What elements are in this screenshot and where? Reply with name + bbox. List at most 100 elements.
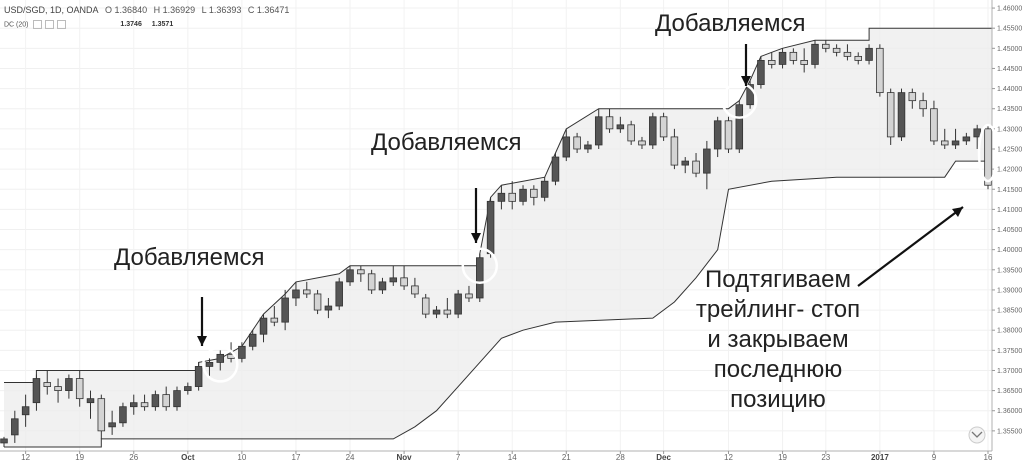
close-icon[interactable] — [57, 20, 67, 29]
settings-icon[interactable] — [45, 20, 55, 29]
exit-highlight — [977, 123, 999, 183]
candle-body-up — [497, 192, 506, 202]
candle — [119, 402, 127, 427]
candle — [746, 80, 754, 109]
candle — [303, 281, 311, 298]
scroll-to-end-button[interactable] — [968, 426, 986, 444]
candle-body-down — [876, 47, 884, 94]
price-tick-label: 1.42500 — [997, 146, 1022, 153]
candle-body-up — [32, 378, 41, 404]
candle — [184, 382, 192, 395]
candle — [54, 378, 62, 403]
time-tick-label: 14 — [508, 453, 517, 462]
candle-body-up — [86, 398, 95, 404]
annotation-trail-line: последнюю — [713, 356, 843, 383]
candle — [443, 297, 452, 319]
candle-body-down — [400, 277, 408, 287]
price-tick-label: 1.39500 — [997, 267, 1022, 274]
candle — [638, 136, 646, 149]
candle — [811, 40, 819, 69]
candle — [292, 281, 300, 307]
time-tick-label: 12 — [724, 453, 733, 462]
candle-body-down — [367, 273, 376, 291]
candle — [324, 297, 333, 319]
candle-body-up — [194, 366, 203, 387]
candle-body-up — [119, 406, 127, 424]
candle — [357, 265, 365, 282]
candle — [173, 386, 181, 411]
candle-body-down — [443, 309, 452, 315]
price-tick-label: 1.43000 — [997, 126, 1022, 133]
price-tick-label: 1.40500 — [997, 227, 1022, 234]
candle-body-down — [908, 92, 917, 102]
candle — [281, 289, 289, 331]
candle — [162, 386, 170, 411]
candle — [843, 44, 852, 61]
candle — [876, 44, 884, 97]
candle-body-up — [151, 394, 160, 408]
candle-body-down — [789, 51, 798, 61]
candle — [832, 44, 841, 57]
candle — [335, 277, 343, 311]
time-tick-label: 9 — [932, 453, 937, 462]
candle-body-down — [508, 192, 516, 202]
symbol-label[interactable]: USD/SGD, 1D, OANDA — [4, 5, 99, 15]
scroll-button-circle[interactable] — [968, 426, 986, 444]
candle-body-down — [940, 140, 949, 146]
open-value: O 1.36840 — [105, 5, 148, 15]
candle-body-up — [951, 140, 960, 146]
candle — [940, 128, 949, 149]
candle — [735, 100, 744, 154]
time-tick-label: 7 — [456, 453, 461, 462]
candle — [605, 108, 614, 133]
candle-body-up — [259, 317, 268, 335]
price-tick-label: 1.38000 — [997, 328, 1022, 335]
time-axis[interactable]: 12 19 26 Oct 10 17 24 Nov 7 14 21 28 Dec 12 19 23 2017 9 1… — [0, 450, 993, 462]
arrow-shaft — [857, 206, 964, 287]
candle — [346, 265, 354, 286]
candle-body-up — [389, 277, 398, 283]
time-tick-label: 19 — [778, 453, 787, 462]
time-axis-background[interactable] — [0, 451, 992, 462]
annotation-trailing-stop: Подтягиваем трейлинг- стоп и закрываем п… — [680, 265, 876, 415]
candle-body-down — [832, 47, 841, 53]
candle-body-up — [130, 402, 138, 408]
annotation-marks — [197, 44, 999, 444]
candle — [108, 410, 116, 435]
candle-body-up — [713, 120, 722, 150]
candle — [724, 116, 733, 154]
candle-body-down — [97, 398, 106, 432]
candle-body-up — [216, 353, 225, 363]
candle — [421, 293, 430, 319]
entry-circle-3 — [721, 82, 758, 119]
candle-body-up — [703, 148, 711, 174]
candle — [908, 88, 917, 109]
candle-body-down — [822, 43, 830, 49]
candle-body-down — [43, 382, 52, 387]
indicator-name[interactable]: DC (20) — [4, 21, 29, 29]
donchian-lower-line — [4, 160, 999, 448]
candle — [692, 153, 700, 178]
time-tick-label: 24 — [346, 453, 355, 462]
candle-body-down — [303, 289, 311, 295]
arrow-head — [471, 233, 481, 243]
candle-body-down — [411, 285, 419, 295]
price-axis-background[interactable] — [992, 0, 1024, 462]
candle-body-down — [800, 60, 808, 65]
candle — [465, 285, 473, 303]
candle — [930, 100, 938, 145]
candle-body-down — [984, 128, 992, 186]
price-tick-label: 1.36500 — [997, 388, 1022, 395]
candle — [670, 128, 679, 170]
price-tick-label: 1.41000 — [997, 207, 1022, 214]
price-axis[interactable]: 1.35500 1.36000 1.36500 1.37000 1.37500 1.380… — [991, 0, 1024, 462]
visibility-icon[interactable] — [33, 20, 43, 29]
candle — [65, 374, 73, 399]
time-tick-label: Nov — [397, 453, 413, 462]
candle-body-up — [562, 136, 571, 158]
candle-body-down — [886, 92, 895, 138]
price-tick-label: 1.40000 — [997, 247, 1022, 254]
price-tick-label: 1.39000 — [997, 287, 1022, 294]
price-tick-label: 1.45000 — [997, 46, 1022, 53]
